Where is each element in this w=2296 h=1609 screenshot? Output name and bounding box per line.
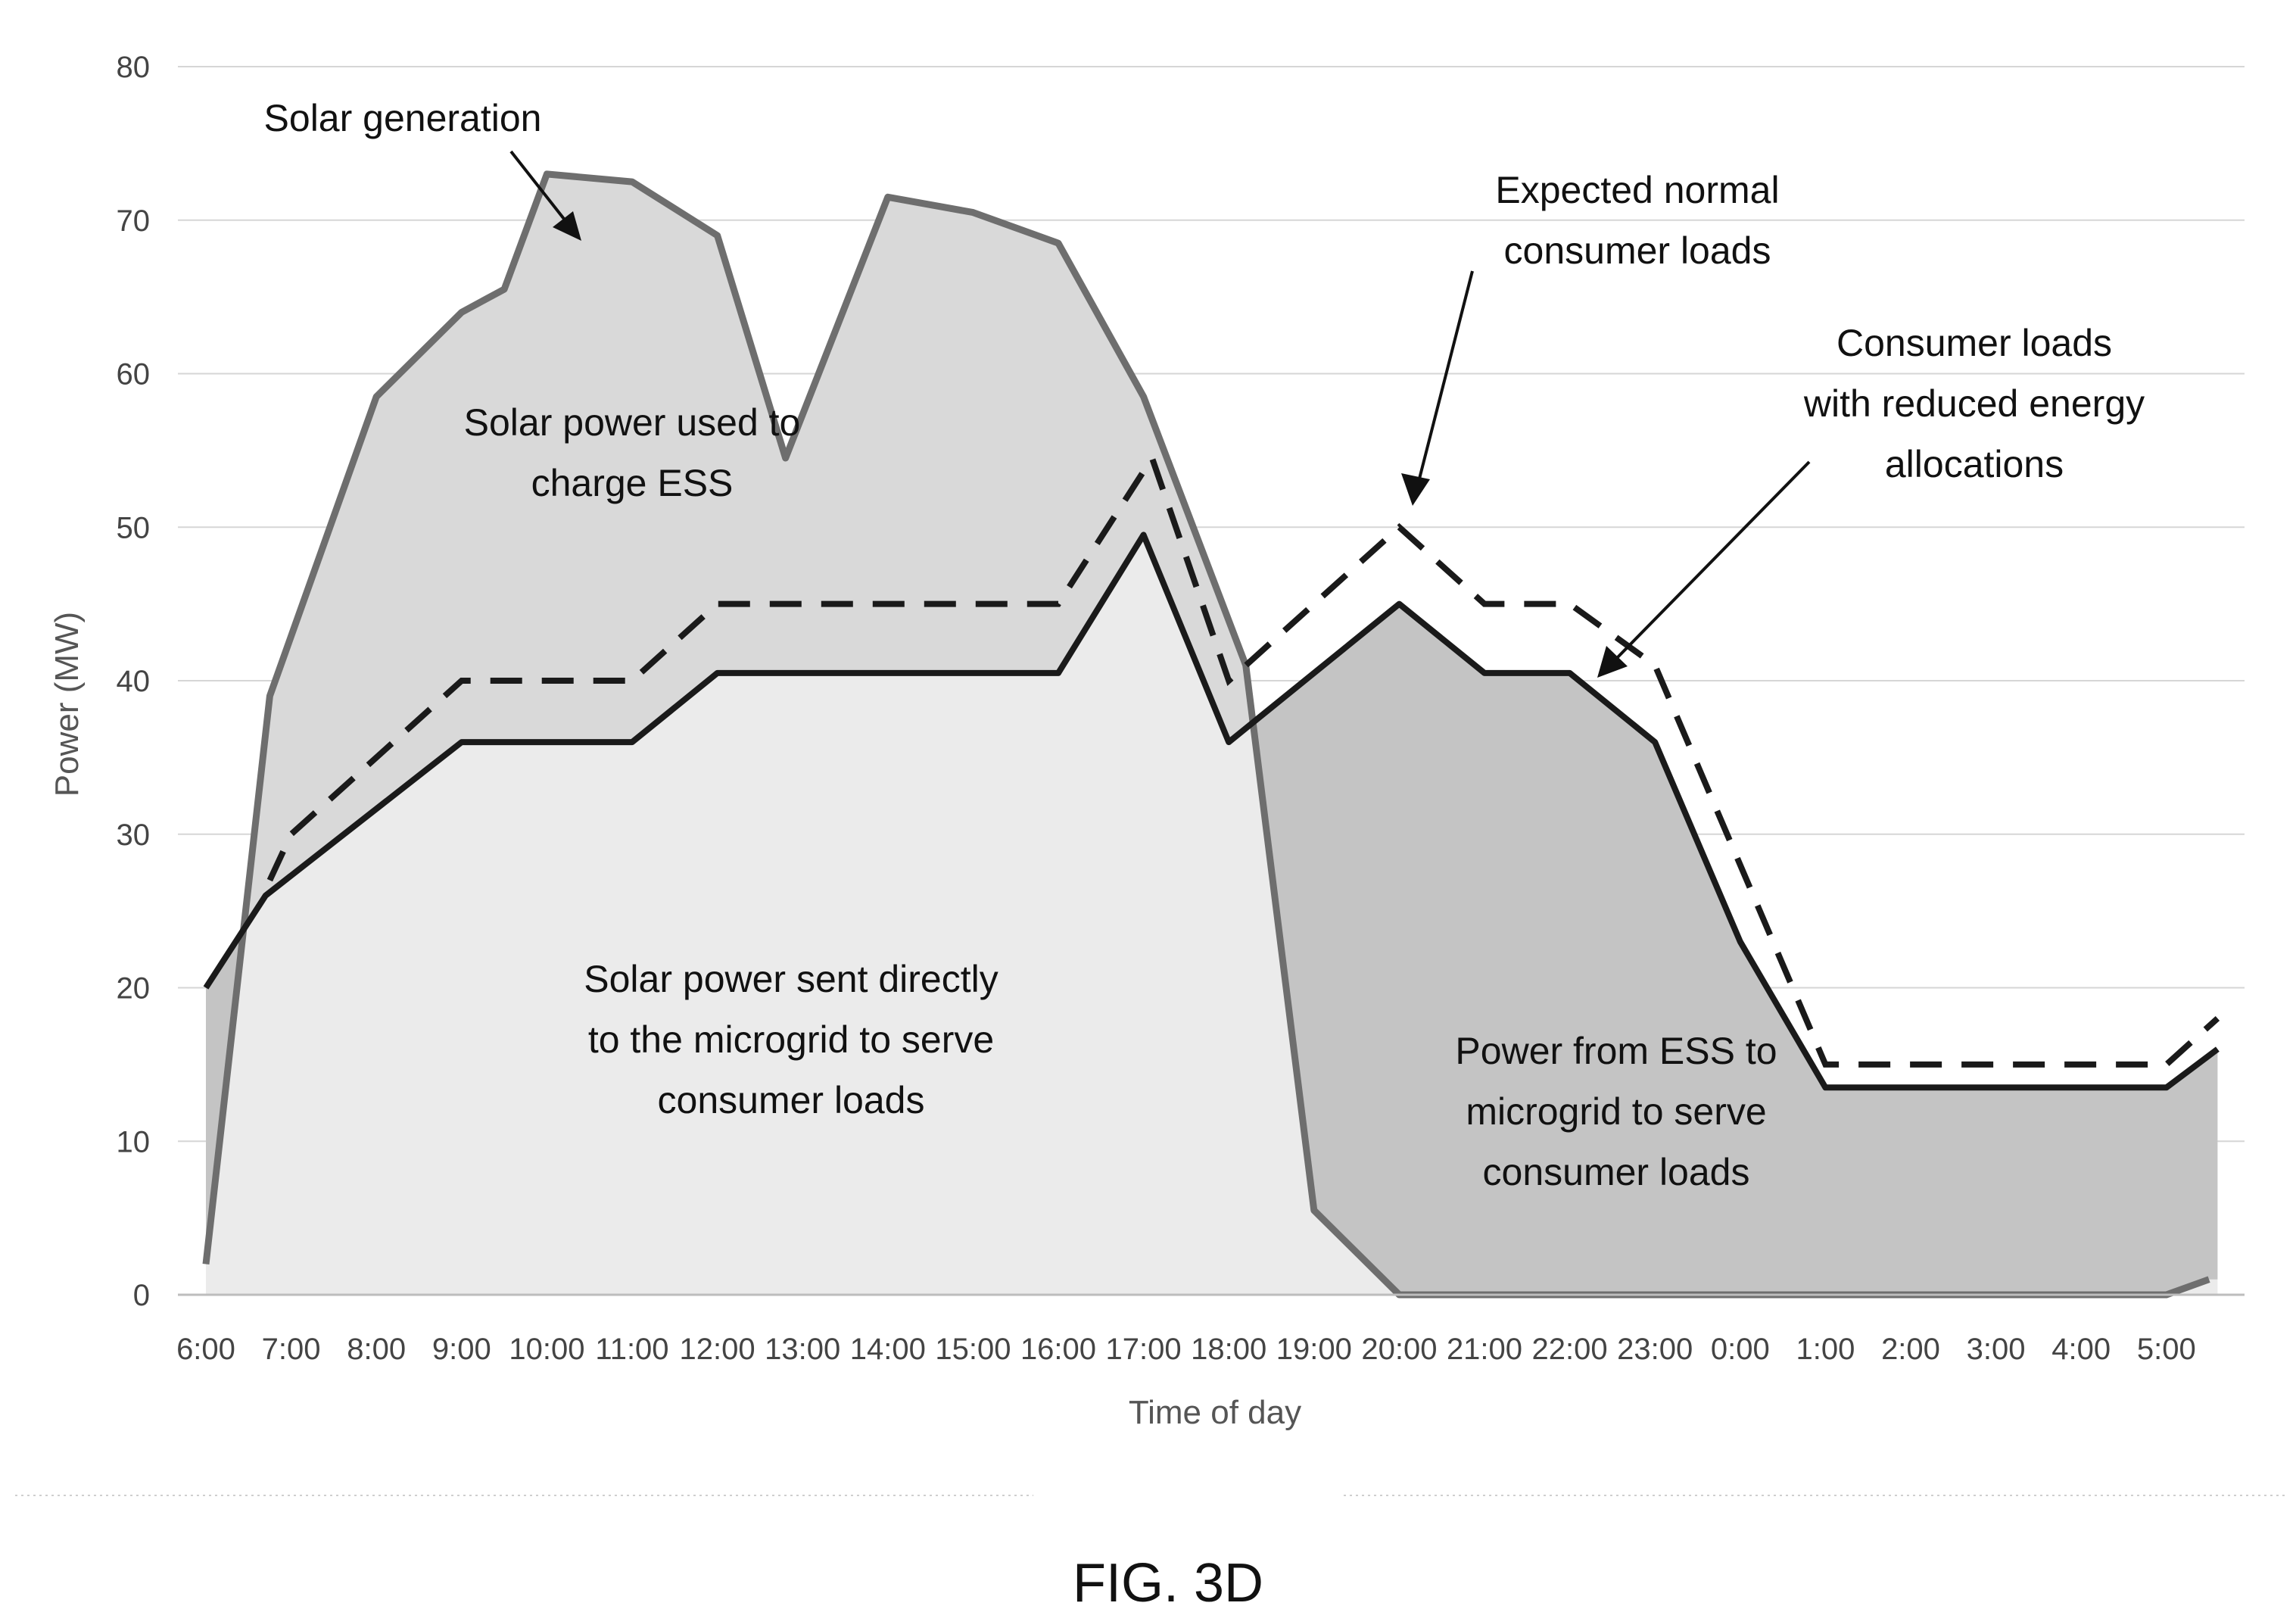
x-tick-label: 3:00 bbox=[1967, 1333, 2026, 1366]
x-tick-label: 10:00 bbox=[509, 1333, 584, 1366]
y-tick-label: 20 bbox=[117, 972, 151, 1006]
direct-solar-label-line1: Solar power sent directly bbox=[584, 958, 998, 1000]
x-tick-label: 2:00 bbox=[1881, 1333, 1940, 1366]
y-tick-label: 10 bbox=[117, 1125, 151, 1158]
y-axis-title: Power (MW) bbox=[48, 612, 86, 797]
x-tick-label: 14:00 bbox=[850, 1333, 926, 1366]
x-tick-label: 16:00 bbox=[1020, 1333, 1096, 1366]
x-tick-label: 17:00 bbox=[1106, 1333, 1182, 1366]
x-tick-label: 5:00 bbox=[2137, 1333, 2196, 1366]
x-tick-label: 0:00 bbox=[1711, 1333, 1770, 1366]
charge-ess-label-line2: charge ESS bbox=[531, 462, 734, 504]
reduced-loads-arrow bbox=[1597, 460, 1811, 678]
ess-power-label-line3: consumer loads bbox=[1483, 1151, 1750, 1193]
x-tick-label: 21:00 bbox=[1447, 1333, 1522, 1366]
x-tick-label: 11:00 bbox=[595, 1333, 668, 1366]
x-tick-label: 18:00 bbox=[1191, 1333, 1266, 1366]
x-axis-title: Time of day bbox=[1129, 1394, 1301, 1431]
x-tick-label: 6:00 bbox=[176, 1333, 235, 1366]
x-tick-label: 12:00 bbox=[680, 1333, 755, 1366]
reduced-loads-label-line3: allocations bbox=[1885, 443, 2064, 485]
y-tick-label: 70 bbox=[117, 204, 151, 238]
direct-solar-label-line2: to the microgrid to serve bbox=[588, 1018, 994, 1061]
x-tick-label: 23:00 bbox=[1617, 1333, 1693, 1366]
x-tick-label: 4:00 bbox=[2051, 1333, 2111, 1366]
ess-power-label-line2: microgrid to serve bbox=[1466, 1090, 1766, 1133]
solar-generation-arrow bbox=[509, 150, 581, 241]
reduced-loads-label-line2: with reduced energy bbox=[1803, 382, 2145, 425]
reduced-loads-label-line1: Consumer loads bbox=[1836, 322, 2112, 364]
y-tick-label: 0 bbox=[133, 1279, 150, 1312]
y-tick-label: 80 bbox=[117, 51, 151, 84]
y-tick-label: 40 bbox=[117, 665, 151, 698]
x-tick-label: 19:00 bbox=[1276, 1333, 1352, 1366]
x-tick-label: 8:00 bbox=[347, 1333, 406, 1366]
figure-label: FIG. 3D bbox=[1073, 1553, 1263, 1609]
x-tick-label: 15:00 bbox=[935, 1333, 1011, 1366]
x-tick-label: 9:00 bbox=[432, 1333, 491, 1366]
x-tick-label: 7:00 bbox=[262, 1333, 321, 1366]
expected-loads-arrow bbox=[1401, 270, 1474, 506]
expected-loads-label-line1: Expected normal bbox=[1495, 169, 1779, 211]
x-axis-ticks: 6:00 7:00 8:00 9:00 10:00 11:00 12:00 13:00 14:0… bbox=[176, 1333, 2196, 1366]
x-tick-label: 13:00 bbox=[765, 1333, 840, 1366]
expected-loads-label-line2: consumer loads bbox=[1504, 229, 1771, 272]
x-tick-label: 22:00 bbox=[1532, 1333, 1608, 1366]
x-tick-label: 20:00 bbox=[1361, 1333, 1437, 1366]
ess-power-label-line1: Power from ESS to bbox=[1455, 1030, 1777, 1072]
y-tick-label: 30 bbox=[117, 819, 151, 852]
solar-generation-label: Solar generation bbox=[264, 97, 542, 139]
charge-ess-label-line1: Solar power used to bbox=[464, 401, 801, 444]
line-reduced-loads bbox=[203, 532, 2220, 1091]
direct-solar-label-line3: consumer loads bbox=[658, 1079, 925, 1121]
line-expected-normal-loads bbox=[266, 451, 2220, 1068]
line-solar-generation bbox=[202, 170, 2210, 1299]
area-solar-direct bbox=[206, 535, 2218, 1295]
y-axis-ticks: 0 10 20 30 40 50 60 70 80 bbox=[117, 51, 151, 1312]
series-lines bbox=[202, 170, 2220, 1299]
x-tick-label: 1:00 bbox=[1796, 1333, 1855, 1366]
y-tick-label: 50 bbox=[117, 511, 151, 544]
y-tick-label: 60 bbox=[117, 358, 151, 391]
area-ess-discharge bbox=[206, 174, 2218, 1295]
